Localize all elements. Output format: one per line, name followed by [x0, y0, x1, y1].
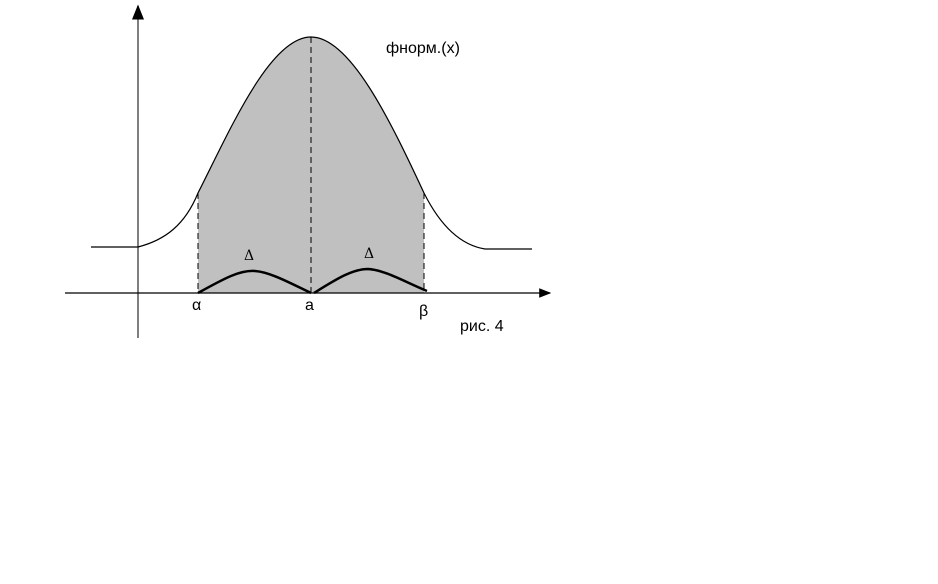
alpha-label: α	[192, 297, 201, 314]
delta-arc-right	[313, 267, 428, 295]
delta-right-label: Δ	[364, 246, 374, 262]
curve-label: фнорм.(х)	[386, 40, 460, 57]
shaded-area	[198, 37, 424, 293]
delta-arc-left	[197, 269, 312, 295]
beta-label: β	[419, 303, 428, 320]
figure-caption: рис. 4	[460, 318, 504, 335]
delta-left-label: Δ	[244, 248, 254, 264]
a-label: a	[305, 297, 314, 314]
